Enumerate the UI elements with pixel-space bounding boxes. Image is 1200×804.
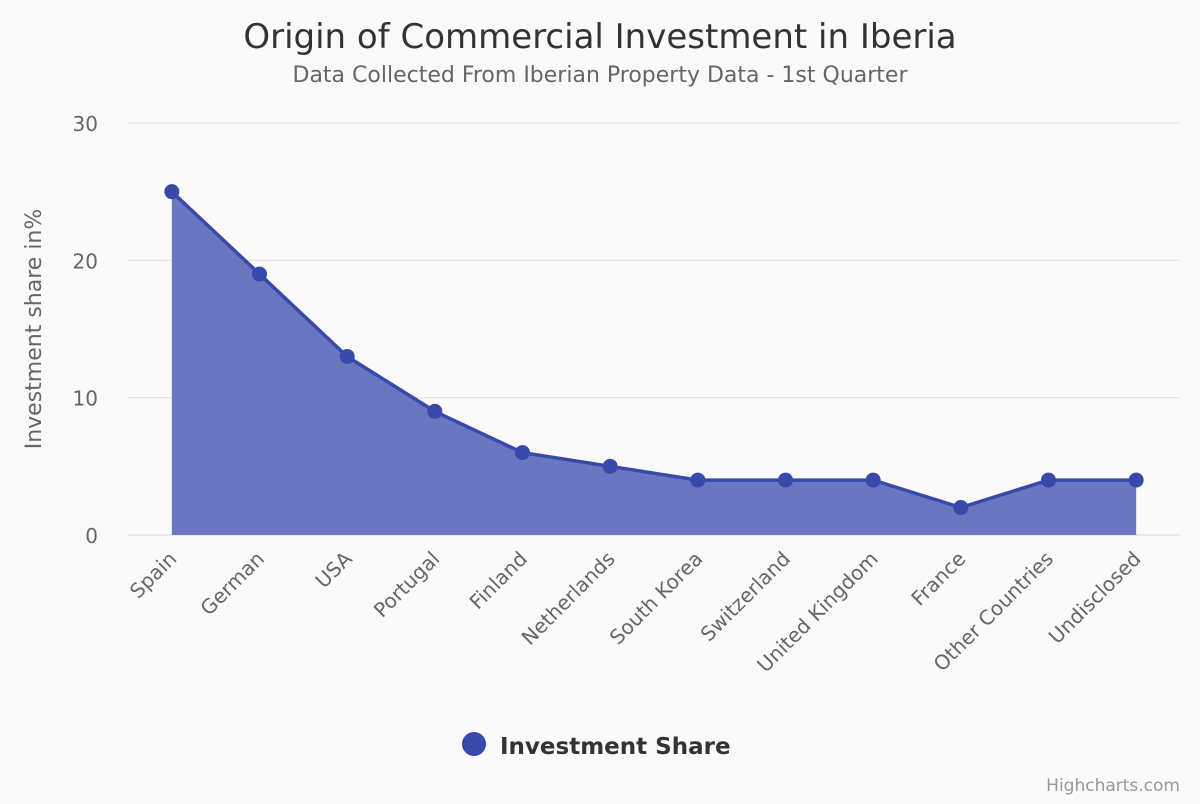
x-tick-label: South Korea <box>605 547 708 650</box>
legend[interactable]: Investment Share <box>462 732 731 760</box>
data-point <box>164 184 180 200</box>
credits[interactable]: Highcharts.com <box>1046 776 1180 796</box>
y-tick-label: 10 <box>73 387 98 411</box>
x-tick-label: USA <box>310 546 356 592</box>
legend-item-label[interactable]: Investment Share <box>500 734 731 760</box>
x-tick-label: France <box>906 547 970 611</box>
data-point <box>602 458 618 474</box>
chart-title: Origin of Commercial Investment in Iberi… <box>243 17 956 57</box>
data-point <box>427 403 443 419</box>
data-point <box>778 472 793 488</box>
data-point <box>515 445 530 461</box>
x-tick-label: Portugal <box>369 547 445 623</box>
x-tick-label: Undisclosed <box>1044 547 1146 649</box>
x-tick-label: Finland <box>465 547 533 615</box>
x-tick-label: Netherlands <box>517 547 620 650</box>
x-tick-label: Spain <box>125 547 181 603</box>
data-point <box>953 500 969 516</box>
x-tick-label: German <box>195 547 269 621</box>
data-point <box>1041 472 1056 488</box>
series-line <box>170 190 1137 510</box>
y-tick-label: 20 <box>73 249 98 273</box>
data-point <box>252 266 267 282</box>
series-area <box>171 191 1137 535</box>
data-point <box>690 472 706 488</box>
data-point <box>339 348 355 364</box>
y-tick-label: 0 <box>85 524 98 548</box>
y-axis-label: Investment share in% <box>22 209 47 450</box>
data-point <box>865 472 881 488</box>
data-point <box>1128 472 1144 488</box>
y-tick-label: 30 <box>73 112 98 136</box>
legend-marker[interactable] <box>462 732 486 756</box>
chart-subtitle: Data Collected From Iberian Property Dat… <box>293 63 909 88</box>
